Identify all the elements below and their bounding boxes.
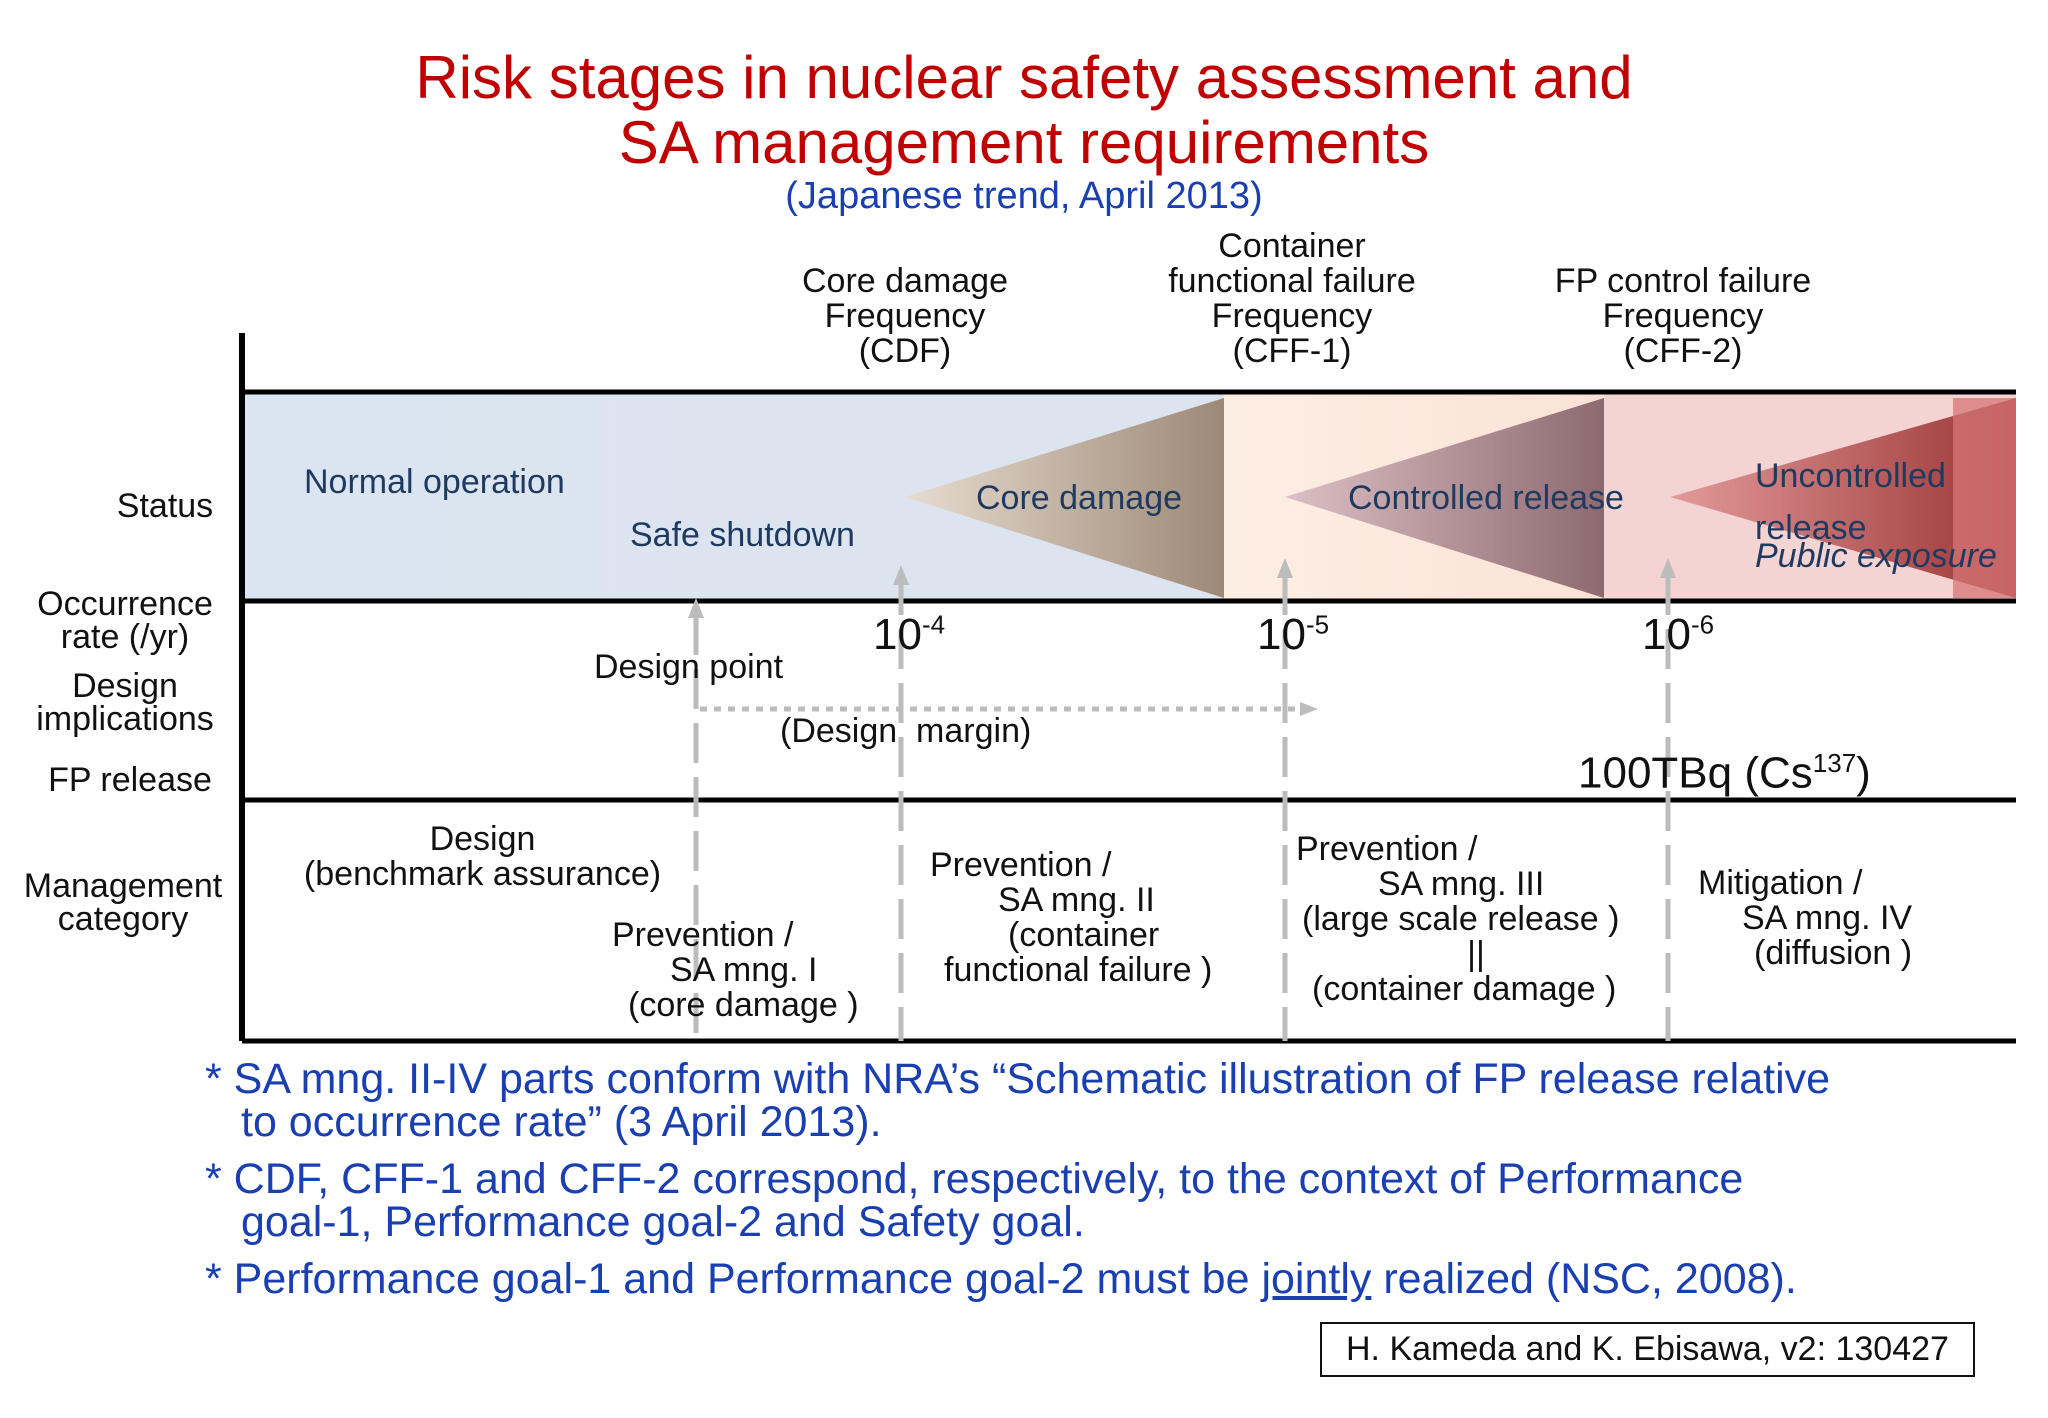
label-design-point: Design point [594,648,784,686]
subtitle: (Japanese trend, April 2013) [785,175,1263,217]
header-cff2: FP control failure Frequency (CFF-2) [1554,262,1812,370]
mgmt-design: Design (benchmark assurance) [303,820,662,893]
mgmt-sa-1: Prevention / SA mng. I (core damage ) [612,916,859,1024]
fp-release-value: 100TBq (Cs137) [1578,748,1871,798]
label-core-damage: Core damage [976,479,1183,517]
label-normal-operation: Normal operation [304,463,565,501]
header-cdf: Core damage Frequency (CDF) [801,262,1008,370]
credit-box: H. Kameda and K. Ebisawa, v2: 130427 [1320,1322,1975,1377]
arrowhead-cdf [893,565,909,585]
label-uncontrolled-release: Uncontrolled release [1755,457,1946,547]
wedge-core-damage [905,398,1224,598]
title-line-2: SA management requirements [618,109,1430,176]
wedge-controlled-release [1285,398,1604,598]
note-1: * SA mng. II-IV parts conform with NRA’s… [205,1055,1831,1146]
arrowhead-cff2 [1660,558,1676,578]
rate-1e-4: 10-4 [873,609,946,659]
mgmt-sa-2: Prevention / SA mng. II (container funct… [930,846,1213,989]
arrowhead-design-point [688,598,704,618]
label-public-exposure: Public exposure [1755,537,1997,575]
rate-1e-6: 10-6 [1642,609,1715,659]
row-label-status: Status [116,487,214,525]
wedge-tail [1953,398,2016,598]
title-line-1: Risk stages in nuclear safety assessment… [415,44,1633,111]
mgmt-sa-4: Mitigation / SA mng. IV (diffusion ) [1698,864,1913,972]
wedge-uncontrolled-release [1670,398,2016,598]
row-label-occurrence: Occurrence rate (/yr) [37,585,213,656]
note-3: * Performance goal-1 and Performance goa… [205,1255,1797,1303]
rate-1e-5: 10-5 [1257,609,1330,659]
row-label-design: Design implications [36,667,214,738]
arrowhead-cff1 [1277,558,1293,578]
design-margin-arrowhead [1300,702,1318,716]
note-2: * CDF, CFF-1 and CFF-2 correspond, respe… [205,1155,1744,1246]
label-safe-shutdown: Safe shutdown [630,516,855,554]
jointly-emphasis: jointly [1261,1255,1372,1303]
label-controlled-release: Controlled release [1348,479,1624,517]
header-cff1: Container functional failure Frequency (CFF… [1168,227,1416,370]
row-label-fp-release: FP release [48,761,212,799]
label-design-margin: (Design margin) [780,712,1032,750]
mgmt-sa-3: Prevention / SA mng. III (large scale re… [1296,830,1620,1008]
row-label-management: Management category [23,867,223,938]
